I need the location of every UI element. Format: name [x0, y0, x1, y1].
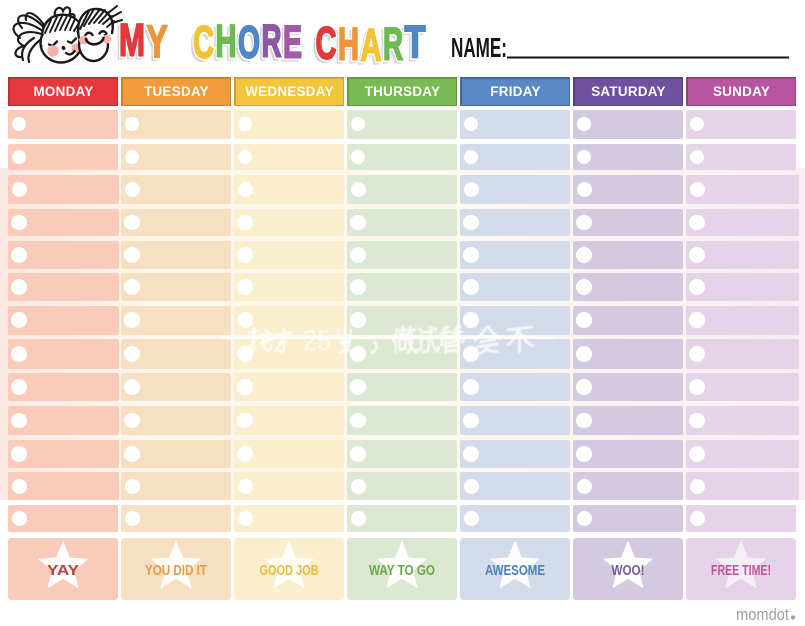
svg-text:H: H	[213, 18, 234, 69]
svg-text:T: T	[402, 19, 423, 70]
svg-text:C: C	[316, 18, 337, 69]
svg-text:M: M	[119, 15, 145, 66]
svg-text:C: C	[193, 17, 214, 68]
svg-text:25: 25	[303, 325, 331, 357]
svg-text:H: H	[338, 19, 359, 70]
svg-text:A: A	[361, 20, 382, 71]
svg-text:H: H	[335, 21, 356, 72]
svg-text:FREE TIME!: FREE TIME!	[711, 563, 771, 579]
svg-text:YAY: YAY	[47, 563, 79, 579]
svg-text:R: R	[380, 21, 400, 72]
svg-text:E: E	[283, 17, 302, 68]
svg-text:M: M	[119, 15, 145, 66]
svg-text:GOOD JOB: GOOD JOB	[260, 563, 319, 579]
svg-text:Y: Y	[147, 16, 168, 67]
svg-text:O: O	[238, 17, 260, 68]
svg-text:M: M	[116, 17, 142, 68]
svg-text:H: H	[338, 19, 359, 70]
svg-text:E: E	[280, 19, 299, 70]
svg-text:H: H	[216, 16, 237, 67]
svg-text:AWESOME: AWESOME	[485, 563, 545, 579]
svg-text:WAY TO GO: WAY TO GO	[369, 563, 435, 579]
svg-text:R: R	[383, 19, 403, 70]
svg-text:T: T	[405, 17, 426, 68]
svg-text:A: A	[358, 22, 379, 73]
svg-text:E: E	[283, 17, 302, 68]
svg-text:C: C	[313, 20, 334, 71]
svg-text:C: C	[190, 19, 211, 70]
svg-text:WOO!: WOO!	[612, 563, 645, 579]
svg-text:Y: Y	[144, 19, 165, 70]
svg-text:C: C	[193, 17, 214, 68]
svg-text:R: R	[259, 18, 279, 69]
svg-text:O: O	[235, 19, 257, 70]
svg-text:H: H	[216, 16, 237, 67]
svg-text:T: T	[405, 17, 426, 68]
svg-text:momdot: momdot	[736, 606, 789, 624]
svg-text:R: R	[383, 19, 403, 70]
svg-text:A: A	[361, 20, 382, 71]
svg-text:Y: Y	[147, 16, 168, 67]
svg-text:YOU DID IT: YOU DID IT	[145, 563, 207, 579]
svg-text:O: O	[238, 17, 260, 68]
svg-text:R: R	[262, 16, 282, 67]
svg-text:R: R	[262, 16, 282, 67]
svg-text:C: C	[316, 18, 337, 69]
svg-text:NAME:: NAME:	[451, 32, 507, 63]
